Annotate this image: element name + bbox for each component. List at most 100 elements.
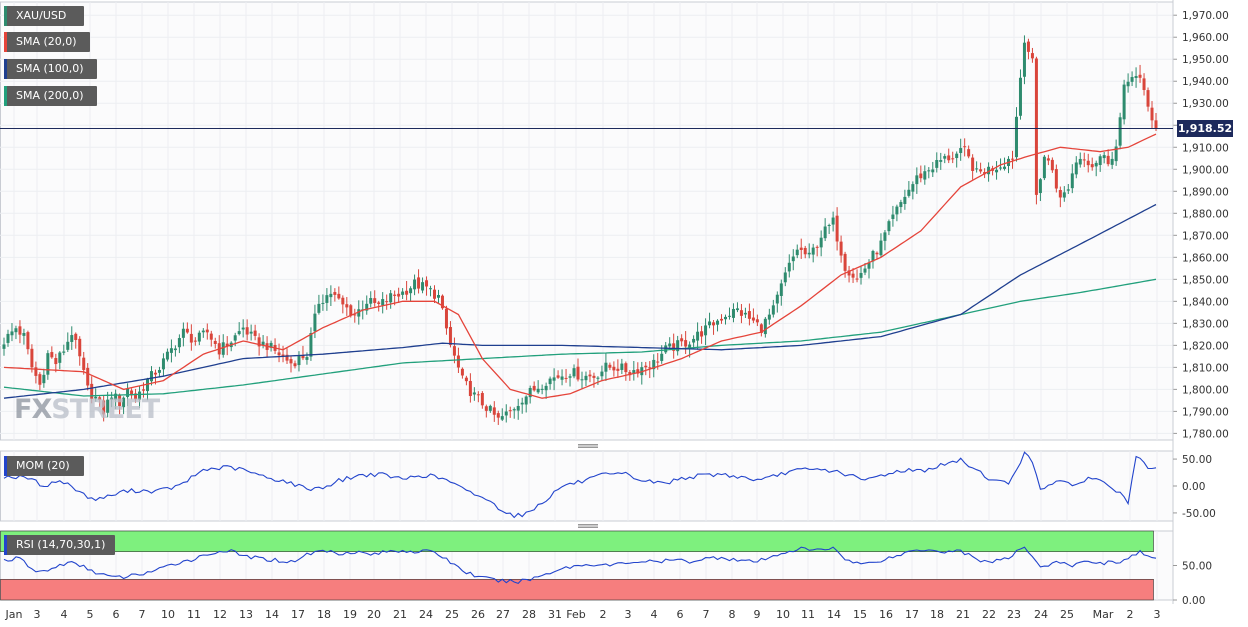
candle-body	[54, 358, 58, 365]
candle-body	[2, 344, 6, 349]
legend-rsi[interactable]: RSI (14,70,30,1)	[4, 535, 115, 555]
x-tick-label: 10	[776, 608, 790, 621]
legend-sma200[interactable]: SMA (200,0)	[4, 86, 97, 106]
candle-body	[94, 396, 98, 399]
legend-sma20[interactable]: SMA (20,0)	[4, 32, 90, 52]
y-tick-label: 1,820.00	[1182, 340, 1229, 352]
x-tick-label: 4	[651, 608, 658, 621]
legend-symbol-swatch	[4, 6, 7, 26]
x-tick-label: 11	[187, 608, 201, 621]
legend-sma100[interactable]: SMA (100,0)	[4, 59, 97, 79]
candle-body	[656, 361, 660, 363]
x-tick-label: 25	[445, 608, 459, 621]
candle-body	[22, 332, 26, 336]
candle-body	[508, 410, 512, 412]
candle-body	[110, 397, 114, 400]
legend-mom-label: MOM (20)	[16, 459, 70, 472]
candle-body	[943, 156, 947, 159]
candle-body	[504, 411, 508, 416]
x-tick-label: 24	[419, 608, 433, 621]
x-tick-label: 21	[393, 608, 407, 621]
candle-body	[78, 338, 82, 357]
x-tick-label: 24	[1034, 608, 1048, 621]
candle-body	[528, 388, 532, 398]
candle-body	[305, 357, 309, 360]
candle-body	[433, 289, 437, 299]
candle-body	[149, 371, 153, 382]
candle-body	[723, 316, 727, 320]
candle-body	[1054, 169, 1058, 189]
candle-body	[289, 359, 293, 364]
candle-body	[716, 320, 720, 325]
panel-background-0	[0, 1, 1174, 441]
candle-body	[807, 252, 811, 255]
legend-mom[interactable]: MOM (20)	[4, 456, 84, 476]
candle-body	[967, 149, 971, 157]
candle-body	[277, 352, 281, 356]
candle-body	[480, 393, 484, 406]
x-tick-label: 6	[113, 608, 120, 621]
candle-body	[636, 369, 640, 374]
candle-body	[835, 215, 839, 242]
candle-body	[1010, 158, 1014, 160]
candle-body	[608, 364, 612, 368]
x-tick-label: Jan	[5, 608, 23, 621]
legend-sma100-swatch	[4, 59, 7, 79]
candle-body	[735, 308, 739, 311]
candle-body	[1034, 58, 1038, 195]
candle-body	[827, 225, 831, 227]
candle-body	[1130, 77, 1134, 82]
candle-body	[138, 391, 142, 400]
y-tick-label: 1,940.00	[1182, 76, 1229, 88]
candle-body	[321, 302, 325, 304]
candle-body	[524, 396, 528, 405]
candle-body	[429, 288, 433, 290]
x-tick-label: 3	[1154, 608, 1161, 621]
mom-y-tick-label: 0.00	[1182, 481, 1205, 493]
candle-body	[452, 346, 456, 356]
candle-body	[791, 256, 795, 262]
candle-body	[568, 376, 572, 378]
candle-body	[576, 366, 580, 380]
candle-body	[161, 358, 165, 370]
candle-body	[720, 318, 724, 321]
x-tick-label: 27	[496, 608, 510, 621]
x-tick-label: 7	[139, 608, 146, 621]
candle-body	[939, 160, 943, 162]
candle-body	[1126, 81, 1130, 87]
candle-body	[935, 159, 939, 168]
candle-body	[496, 413, 500, 418]
candle-body	[1014, 116, 1018, 158]
candle-body	[596, 377, 600, 379]
y-tick-label: 1,970.00	[1182, 10, 1229, 22]
legend-symbol[interactable]: XAU/USD	[4, 6, 84, 26]
candle-body	[712, 322, 716, 326]
candle-body	[708, 321, 712, 326]
candle-body	[1134, 76, 1138, 78]
candle-body	[377, 302, 381, 304]
candle-body	[317, 303, 321, 313]
candle-body	[245, 327, 249, 335]
candle-body	[460, 368, 464, 376]
candle-body	[855, 278, 859, 280]
candle-body	[464, 377, 468, 382]
candle-body	[552, 377, 556, 381]
sma200-line	[3, 278, 1157, 397]
x-tick-label: 11	[801, 608, 815, 621]
candle-body	[1090, 164, 1094, 168]
candle-body	[153, 372, 157, 375]
x-tick-label: 4	[61, 608, 68, 621]
candle-body	[831, 217, 835, 225]
rsi-y-tick-label: 0.00	[1182, 595, 1205, 607]
candle-body	[696, 331, 700, 341]
candle-body	[700, 331, 704, 337]
legend-sma20-label: SMA (20,0)	[16, 35, 77, 48]
candle-body	[1082, 159, 1086, 161]
x-tick-label: 10	[161, 608, 175, 621]
candle-body	[927, 170, 931, 172]
candle-body	[313, 313, 317, 332]
candle-body	[911, 184, 915, 192]
candle-body	[851, 273, 855, 278]
rsi-overbought-zone	[0, 530, 1154, 553]
candle-body	[70, 335, 74, 342]
